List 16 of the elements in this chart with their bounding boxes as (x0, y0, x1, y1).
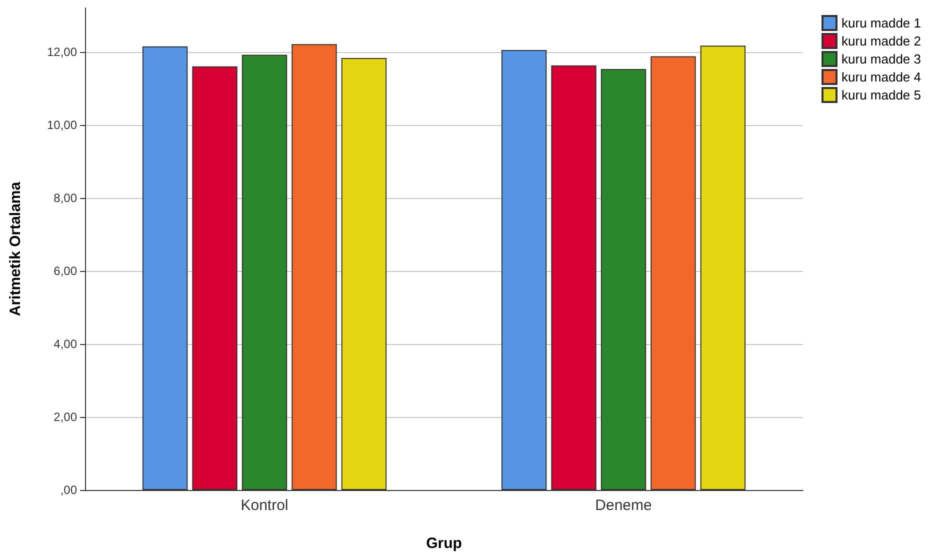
y-tick-label: 4,00 (54, 336, 78, 351)
legend-label: kuru madde 5 (842, 88, 922, 102)
y-tick-label: 12,00 (46, 44, 78, 59)
x-tick-label: Deneme (595, 497, 652, 514)
x-axis-title: Grup (426, 535, 462, 552)
legend-label: kuru madde 3 (842, 52, 922, 66)
y-tick-label: 10,00 (46, 118, 78, 132)
y-tick-label: 2,00 (54, 410, 78, 424)
legend-label: kuru madde 4 (842, 70, 922, 84)
legend-label: kuru madde 1 (842, 16, 922, 30)
y-tick-label: ,00 (60, 483, 78, 497)
legend-label: kuru madde 2 (842, 34, 922, 48)
y-axis-title: Aritmetik Ortalama (7, 181, 24, 316)
y-tick-label: 8,00 (54, 190, 78, 205)
y-tick-label: 6,00 (54, 264, 78, 278)
x-tick-label: Kontrol (240, 497, 288, 514)
